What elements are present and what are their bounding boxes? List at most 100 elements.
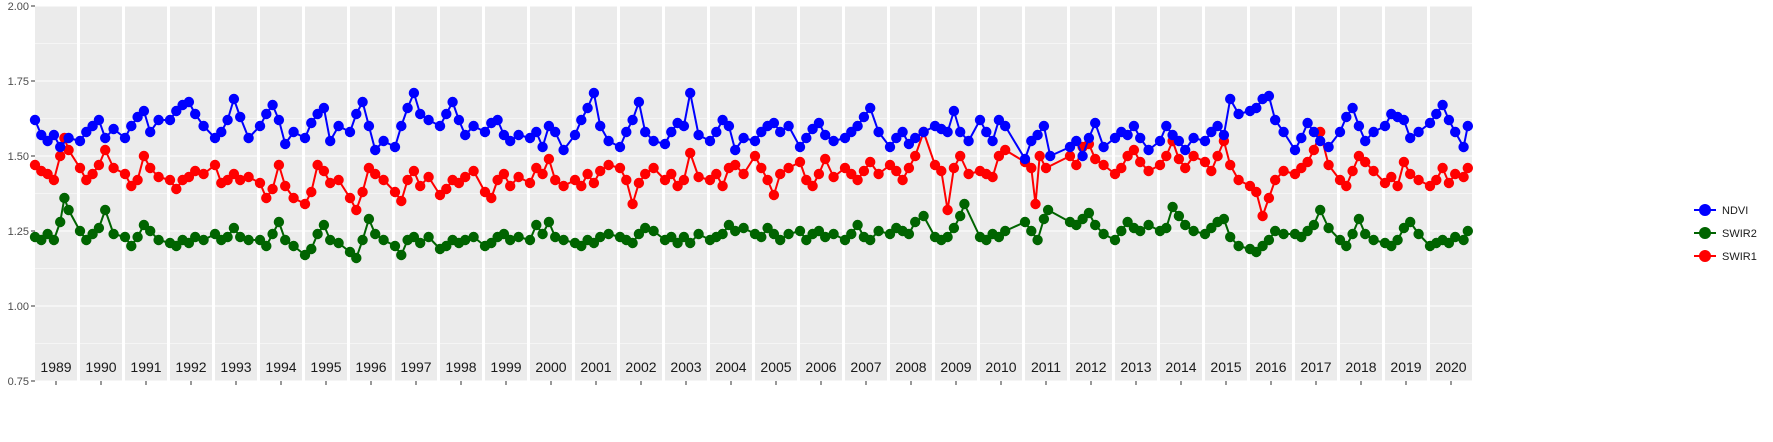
legend-key-swir2: SWIR2 xyxy=(1694,227,1757,240)
data-point-ndvi xyxy=(595,120,606,132)
data-point-swir2 xyxy=(423,231,434,243)
data-point-swir1 xyxy=(1161,150,1172,162)
data-point-swir1 xyxy=(505,180,516,192)
data-point-swir2 xyxy=(1218,213,1230,225)
data-point-swir2 xyxy=(775,234,786,246)
data-point-swir1 xyxy=(153,171,164,183)
data-point-swir2 xyxy=(55,216,66,228)
data-point-swir1 xyxy=(1462,162,1474,174)
data-point-swir1 xyxy=(1188,150,1199,162)
data-point-ndvi xyxy=(1154,135,1166,147)
data-point-ndvi xyxy=(1353,120,1365,132)
data-point-ndvi xyxy=(974,114,986,126)
data-point-swir1 xyxy=(190,165,201,177)
data-point-swir1 xyxy=(717,180,728,192)
data-point-ndvi xyxy=(749,135,761,147)
data-point-swir2 xyxy=(959,198,970,210)
data-point-ndvi xyxy=(1341,111,1352,123)
data-point-ndvi xyxy=(948,105,960,117)
data-point-ndvi xyxy=(479,126,491,138)
data-point-swir2 xyxy=(235,231,246,243)
data-point-swir1 xyxy=(1360,156,1371,168)
data-point-swir1 xyxy=(119,168,131,180)
data-point-swir1 xyxy=(865,156,876,168)
data-point-swir1 xyxy=(370,168,381,180)
data-point-swir1 xyxy=(897,174,908,186)
data-point-ndvi xyxy=(408,87,420,99)
data-point-swir2 xyxy=(48,234,60,246)
year-label-1992: 1992 xyxy=(175,359,206,375)
data-point-ndvi xyxy=(318,102,330,114)
data-point-swir1 xyxy=(749,150,761,162)
data-point-ndvi xyxy=(108,123,119,135)
data-point-ndvi xyxy=(1128,120,1140,132)
data-point-ndvi xyxy=(153,114,164,126)
data-point-ndvi xyxy=(582,102,593,114)
data-point-swir1 xyxy=(87,168,98,180)
data-point-ndvi xyxy=(1251,102,1262,114)
data-point-ndvi xyxy=(254,120,266,132)
data-point-swir1 xyxy=(1302,156,1313,168)
data-point-ndvi xyxy=(138,105,150,117)
data-point-swir1 xyxy=(1206,165,1217,177)
data-point-swir2 xyxy=(1188,225,1199,237)
data-point-swir2 xyxy=(357,234,368,246)
data-point-ndvi xyxy=(93,114,105,126)
data-point-ndvi xyxy=(145,126,156,138)
data-point-ndvi xyxy=(126,120,137,132)
data-point-swir1 xyxy=(1212,150,1223,162)
data-point-swir2 xyxy=(126,240,137,252)
data-point-ndvi xyxy=(1347,102,1358,114)
data-point-ndvi xyxy=(1462,120,1474,132)
data-point-swir2 xyxy=(273,216,285,228)
y-tick-label: 1.25 xyxy=(8,226,29,238)
data-point-ndvi xyxy=(415,108,426,120)
data-point-swir2 xyxy=(288,240,299,252)
data-point-swir1 xyxy=(762,174,773,186)
data-point-swir1 xyxy=(498,168,510,180)
data-point-ndvi xyxy=(389,141,401,153)
data-point-swir2 xyxy=(1042,204,1054,216)
data-point-swir1 xyxy=(1090,153,1101,165)
data-point-swir1 xyxy=(402,174,413,186)
data-point-swir1 xyxy=(910,150,921,162)
data-point-ndvi xyxy=(1212,120,1223,132)
data-point-swir2 xyxy=(955,210,966,222)
data-point-swir1 xyxy=(828,171,839,183)
data-point-swir1 xyxy=(63,144,74,156)
data-point-swir2 xyxy=(145,225,156,237)
data-point-ndvi xyxy=(801,132,812,144)
data-point-swir1 xyxy=(108,162,119,174)
data-point-ndvi xyxy=(1308,126,1320,138)
data-point-swir1 xyxy=(603,159,614,171)
data-point-swir1 xyxy=(558,180,569,192)
data-point-swir1 xyxy=(813,168,825,180)
data-point-ndvi xyxy=(1122,129,1133,141)
data-point-ndvi xyxy=(678,120,690,132)
data-point-swir1 xyxy=(441,183,452,195)
data-point-swir2 xyxy=(738,222,749,234)
data-point-swir1 xyxy=(550,174,561,186)
data-point-ndvi xyxy=(858,111,870,123)
data-point-swir1 xyxy=(1431,174,1442,186)
data-point-swir1 xyxy=(807,180,818,192)
data-point-swir1 xyxy=(711,168,722,180)
data-point-swir1 xyxy=(1251,186,1262,198)
data-point-ndvi xyxy=(1450,126,1461,138)
data-point-swir1 xyxy=(1173,153,1185,165)
year-label-2018: 2018 xyxy=(1345,359,1376,375)
data-point-swir1 xyxy=(318,165,330,177)
data-point-ndvi xyxy=(222,114,233,126)
data-point-swir2 xyxy=(325,234,336,246)
data-point-ndvi xyxy=(1431,108,1442,120)
data-point-swir2 xyxy=(132,231,143,243)
data-point-swir2 xyxy=(524,234,536,246)
data-point-ndvi xyxy=(1405,132,1416,144)
legend: NDVI SWIR2 SWIR1 xyxy=(1688,196,1768,272)
data-point-swir2 xyxy=(1032,234,1043,246)
data-point-swir2 xyxy=(1315,204,1326,216)
data-point-ndvi xyxy=(1379,120,1391,132)
data-point-ndvi xyxy=(1000,120,1011,132)
data-point-swir1 xyxy=(1071,159,1082,171)
data-point-ndvi xyxy=(1098,141,1109,153)
